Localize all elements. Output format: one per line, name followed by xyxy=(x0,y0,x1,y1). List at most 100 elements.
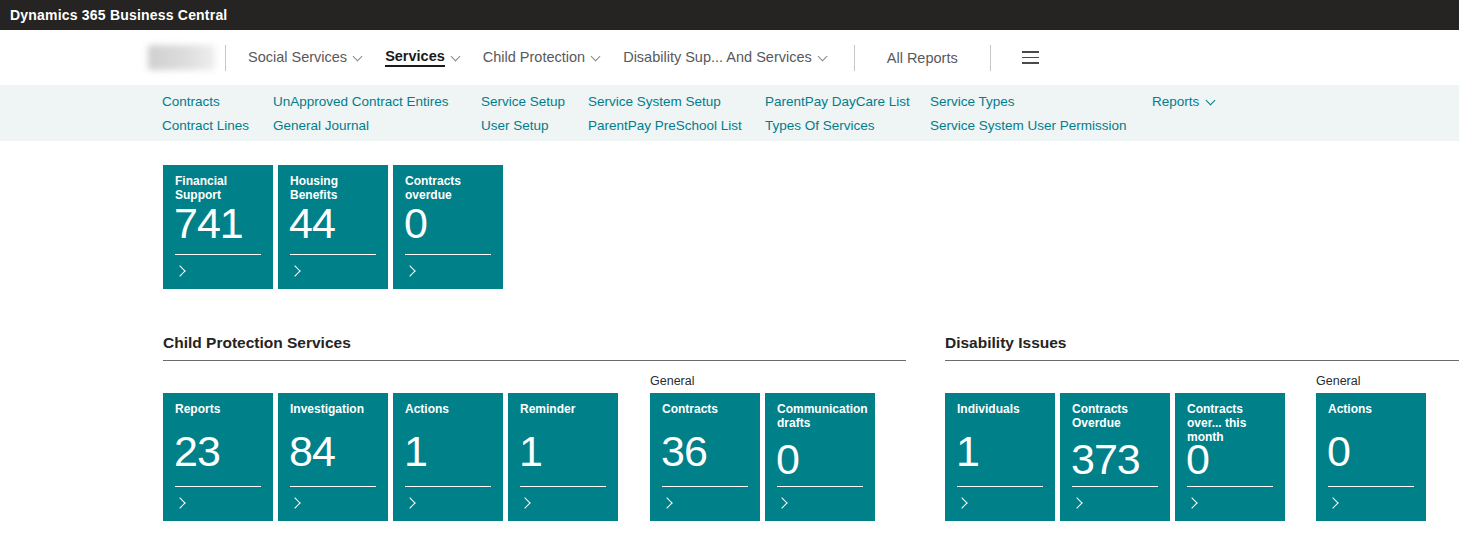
services-submenu: Contracts Contract Lines UnApproved Cont… xyxy=(0,85,1459,141)
submenu-link-types-of-services[interactable]: Types Of Services xyxy=(765,118,930,134)
cue-value: 36 xyxy=(661,425,707,479)
chevron-right-icon xyxy=(289,265,300,276)
submenu-link-service-system-user-permission[interactable]: Service System User Permission xyxy=(930,118,1152,134)
divider xyxy=(777,486,863,487)
top-app-bar: Dynamics 365 Business Central xyxy=(0,0,1459,30)
submenu-link-service-types[interactable]: Service Types xyxy=(930,94,1152,110)
submenu-link-unapproved-contract-entires[interactable]: UnApproved Contract Entires xyxy=(273,94,481,110)
divider xyxy=(405,486,491,487)
divider xyxy=(854,45,855,71)
child-protection-cue-group: Reports 23 Investigation 84 Actions 1 Re… xyxy=(163,393,618,521)
nav-tab-label: Services xyxy=(385,48,445,67)
cue-investigation[interactable]: Investigation 84 xyxy=(278,393,388,521)
chevron-right-icon xyxy=(404,497,415,508)
chevron-right-icon xyxy=(174,265,185,276)
cue-contracts[interactable]: Contracts 36 xyxy=(650,393,760,521)
submenu-reports-label: Reports xyxy=(1152,94,1199,110)
nav-tab-services[interactable]: Services xyxy=(373,48,471,67)
nav-tab-disability-support-and-services[interactable]: Disability Sup... And Services xyxy=(611,49,838,66)
submenu-link-user-setup[interactable]: User Setup xyxy=(481,118,588,134)
nav-tab-label: Child Protection xyxy=(483,49,585,66)
cue-value: 741 xyxy=(174,197,243,251)
cue-label: Contracts Overdue xyxy=(1072,402,1164,430)
cue-value: 0 xyxy=(1186,433,1209,487)
submenu-link-service-system-setup[interactable]: Service System Setup xyxy=(588,94,765,110)
divider xyxy=(662,486,748,487)
group-label-general: General xyxy=(1316,374,1360,388)
redacted-company-name[interactable] xyxy=(148,45,215,70)
cue-reminder[interactable]: Reminder 1 xyxy=(508,393,618,521)
divider xyxy=(957,486,1043,487)
chevron-right-icon xyxy=(289,497,300,508)
cue-label: Communication drafts xyxy=(777,402,869,430)
submenu-column: UnApproved Contract Entires General Jour… xyxy=(273,94,481,141)
cue-actions[interactable]: Actions 1 xyxy=(393,393,503,521)
chevron-right-icon xyxy=(1071,497,1082,508)
cue-financial-support[interactable]: Financial Support 741 xyxy=(163,165,273,289)
submenu-column: Service Types Service System User Permis… xyxy=(930,94,1152,141)
cue-value: 0 xyxy=(404,197,427,251)
submenu-column: Service Setup User Setup xyxy=(481,94,588,141)
cue-value: 0 xyxy=(1327,425,1350,479)
chevron-down-icon xyxy=(817,51,827,61)
disability-general-group: Actions 0 xyxy=(1316,393,1426,521)
chevron-right-icon xyxy=(956,497,967,508)
cue-label: Investigation xyxy=(290,402,382,416)
cue-label: Actions xyxy=(1328,402,1420,416)
divider xyxy=(290,254,376,255)
submenu-link-parentpay-preschool-list[interactable]: ParentPay PreSchool List xyxy=(588,118,765,134)
chevron-right-icon xyxy=(174,497,185,508)
section-rule xyxy=(945,360,1459,361)
cue-contracts-overdue-this-month[interactable]: Contracts over... this month 0 xyxy=(1175,393,1285,521)
submenu-link-contracts[interactable]: Contracts xyxy=(162,94,273,110)
child-protection-general-group: Contracts 36 Communication drafts 0 xyxy=(650,393,875,521)
cue-contracts-overdue[interactable]: Contracts overdue 0 xyxy=(393,165,503,289)
section-title-disability-issues: Disability Issues xyxy=(945,334,1066,352)
app-title: Dynamics 365 Business Central xyxy=(0,7,227,23)
cue-value: 44 xyxy=(289,197,335,251)
cue-contracts-overdue-disability[interactable]: Contracts Overdue 373 xyxy=(1060,393,1170,521)
divider xyxy=(175,254,261,255)
submenu-link-contract-lines[interactable]: Contract Lines xyxy=(162,118,273,134)
cue-label: Reminder xyxy=(520,402,612,416)
hamburger-icon[interactable] xyxy=(1018,47,1043,68)
top-cue-group: Financial Support 741 Housing Benefits 4… xyxy=(163,165,503,289)
divider xyxy=(290,486,376,487)
section-rule xyxy=(163,360,906,361)
nav-all-reports[interactable]: All Reports xyxy=(865,50,980,66)
cue-label: Individuals xyxy=(957,402,1049,416)
submenu-reports-dropdown[interactable]: Reports xyxy=(1152,94,1214,141)
divider xyxy=(1187,486,1273,487)
cue-value: 1 xyxy=(519,425,542,479)
nav-tab-child-protection[interactable]: Child Protection xyxy=(471,49,611,66)
submenu-link-service-setup[interactable]: Service Setup xyxy=(481,94,588,110)
chevron-down-icon xyxy=(591,51,601,61)
cue-label: Actions xyxy=(405,402,497,416)
submenu-link-parentpay-daycare-list[interactable]: ParentPay DayCare List xyxy=(765,94,930,110)
submenu-column: Service System Setup ParentPay PreSchool… xyxy=(588,94,765,141)
section-title-child-protection-services: Child Protection Services xyxy=(163,334,351,352)
chevron-down-icon xyxy=(353,51,363,61)
cue-housing-benefits[interactable]: Housing Benefits 44 xyxy=(278,165,388,289)
divider xyxy=(990,45,991,71)
submenu-column: ParentPay DayCare List Types Of Services xyxy=(765,94,930,141)
submenu-link-general-journal[interactable]: General Journal xyxy=(273,118,481,134)
divider xyxy=(1328,486,1414,487)
cue-actions-general[interactable]: Actions 0 xyxy=(1316,393,1426,521)
divider xyxy=(520,486,606,487)
cue-individuals[interactable]: Individuals 1 xyxy=(945,393,1055,521)
cue-reports[interactable]: Reports 23 xyxy=(163,393,273,521)
app-window: Dynamics 365 Business Central Social Ser… xyxy=(0,0,1459,542)
chevron-right-icon xyxy=(404,265,415,276)
nav-tab-social-services[interactable]: Social Services xyxy=(236,49,373,66)
cue-communication-drafts[interactable]: Communication drafts 0 xyxy=(765,393,875,521)
chevron-right-icon xyxy=(519,497,530,508)
chevron-down-icon xyxy=(450,51,460,61)
cue-value: 1 xyxy=(404,425,427,479)
divider xyxy=(225,45,226,71)
submenu-column: Contracts Contract Lines xyxy=(162,94,273,141)
disability-cue-group: Individuals 1 Contracts Overdue 373 Cont… xyxy=(945,393,1285,521)
group-label-general: General xyxy=(650,374,694,388)
cue-label: Contracts xyxy=(662,402,754,416)
cue-value: 84 xyxy=(289,425,335,479)
